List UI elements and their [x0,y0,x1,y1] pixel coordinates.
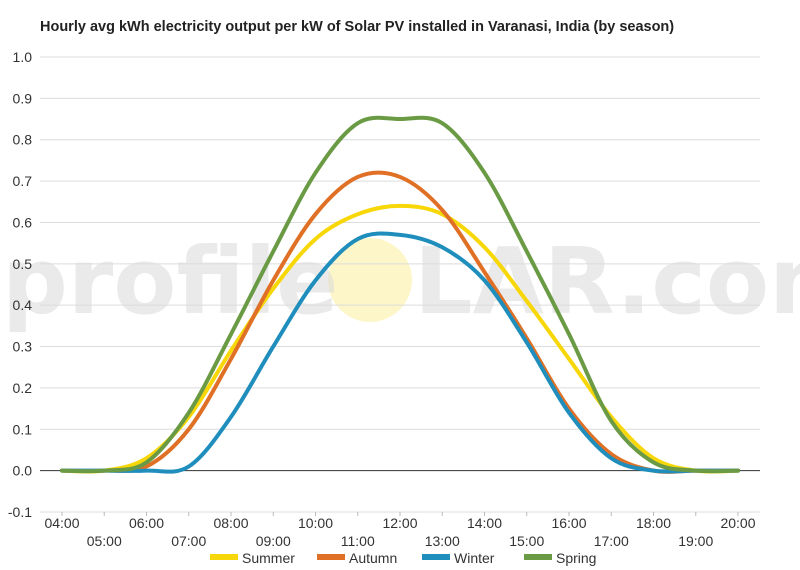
legend-label: Autumn [349,550,397,566]
series-line-winter [60,231,740,474]
watermark-sun-icon [328,238,412,322]
legend-label: Winter [454,550,495,566]
y-tick-label: 0.7 [13,173,33,189]
legend-swatch [210,554,238,560]
x-tick-label: 11:00 [341,533,375,549]
legend-item-winter: Winter [422,550,495,566]
x-tick-label: 12:00 [382,515,417,531]
x-tick-label: 04:00 [44,515,79,531]
legend-swatch [317,554,345,560]
y-tick-label: 0.1 [13,421,33,437]
legend-item-autumn: Autumn [317,550,397,566]
y-tick-label: 1.0 [13,49,33,65]
watermark-text-left: profile [2,228,339,335]
x-tick-label: 10:00 [298,515,333,531]
x-tick-label: 15:00 [509,533,544,549]
y-tick-label: 0.6 [13,214,33,230]
series-line-autumn [60,170,740,474]
x-tick-label: 06:00 [129,515,164,531]
chart-title: Hourly avg kWh electricity output per kW… [40,19,675,35]
y-tick-label: 0.9 [13,90,33,106]
x-tick-label: 16:00 [551,515,586,531]
x-tick-label: 09:00 [256,533,291,549]
series-line-spring [60,115,740,474]
x-tick-label: 07:00 [171,533,206,549]
y-axis: 1.0 0.9 0.8 0.7 0.6 0.5 0.4 0.3 0.2 0.1 0.0 -0.1 [8,49,32,520]
x-tick-label: 14:00 [467,515,502,531]
series [60,115,740,474]
x-tick-label: 13:00 [425,533,460,549]
y-tick-label: 0.5 [13,256,33,272]
x-tick-label: 20:00 [720,515,755,531]
x-axis: 04:00 05:00 06:00 07:00 08:00 09:00 10:00 11:00… [44,512,756,549]
y-tick-label: 0.4 [13,297,33,313]
legend: Summer Autumn Winter Spring [210,550,596,566]
legend-label: Spring [556,550,596,566]
watermark-text-right: LAR.com [414,228,800,335]
legend-item-spring: Spring [524,550,596,566]
y-tick-label: 0.0 [13,463,33,479]
legend-swatch [524,554,552,560]
watermark: profile LAR.com [2,228,800,335]
x-tick-label: 17:00 [594,533,629,549]
x-tick-label: 18:00 [636,515,671,531]
x-tick-label: 05:00 [87,533,122,549]
y-tick-label: 0.2 [13,380,33,396]
legend-label: Summer [242,550,295,566]
legend-item-summer: Summer [210,550,295,566]
legend-swatch [422,554,450,560]
y-tick-label: 0.3 [13,339,33,355]
y-tick-label: -0.1 [8,504,32,520]
x-tick-label: 08:00 [213,515,248,531]
y-tick-label: 0.8 [13,132,33,148]
x-tick-label: 19:00 [678,533,713,549]
